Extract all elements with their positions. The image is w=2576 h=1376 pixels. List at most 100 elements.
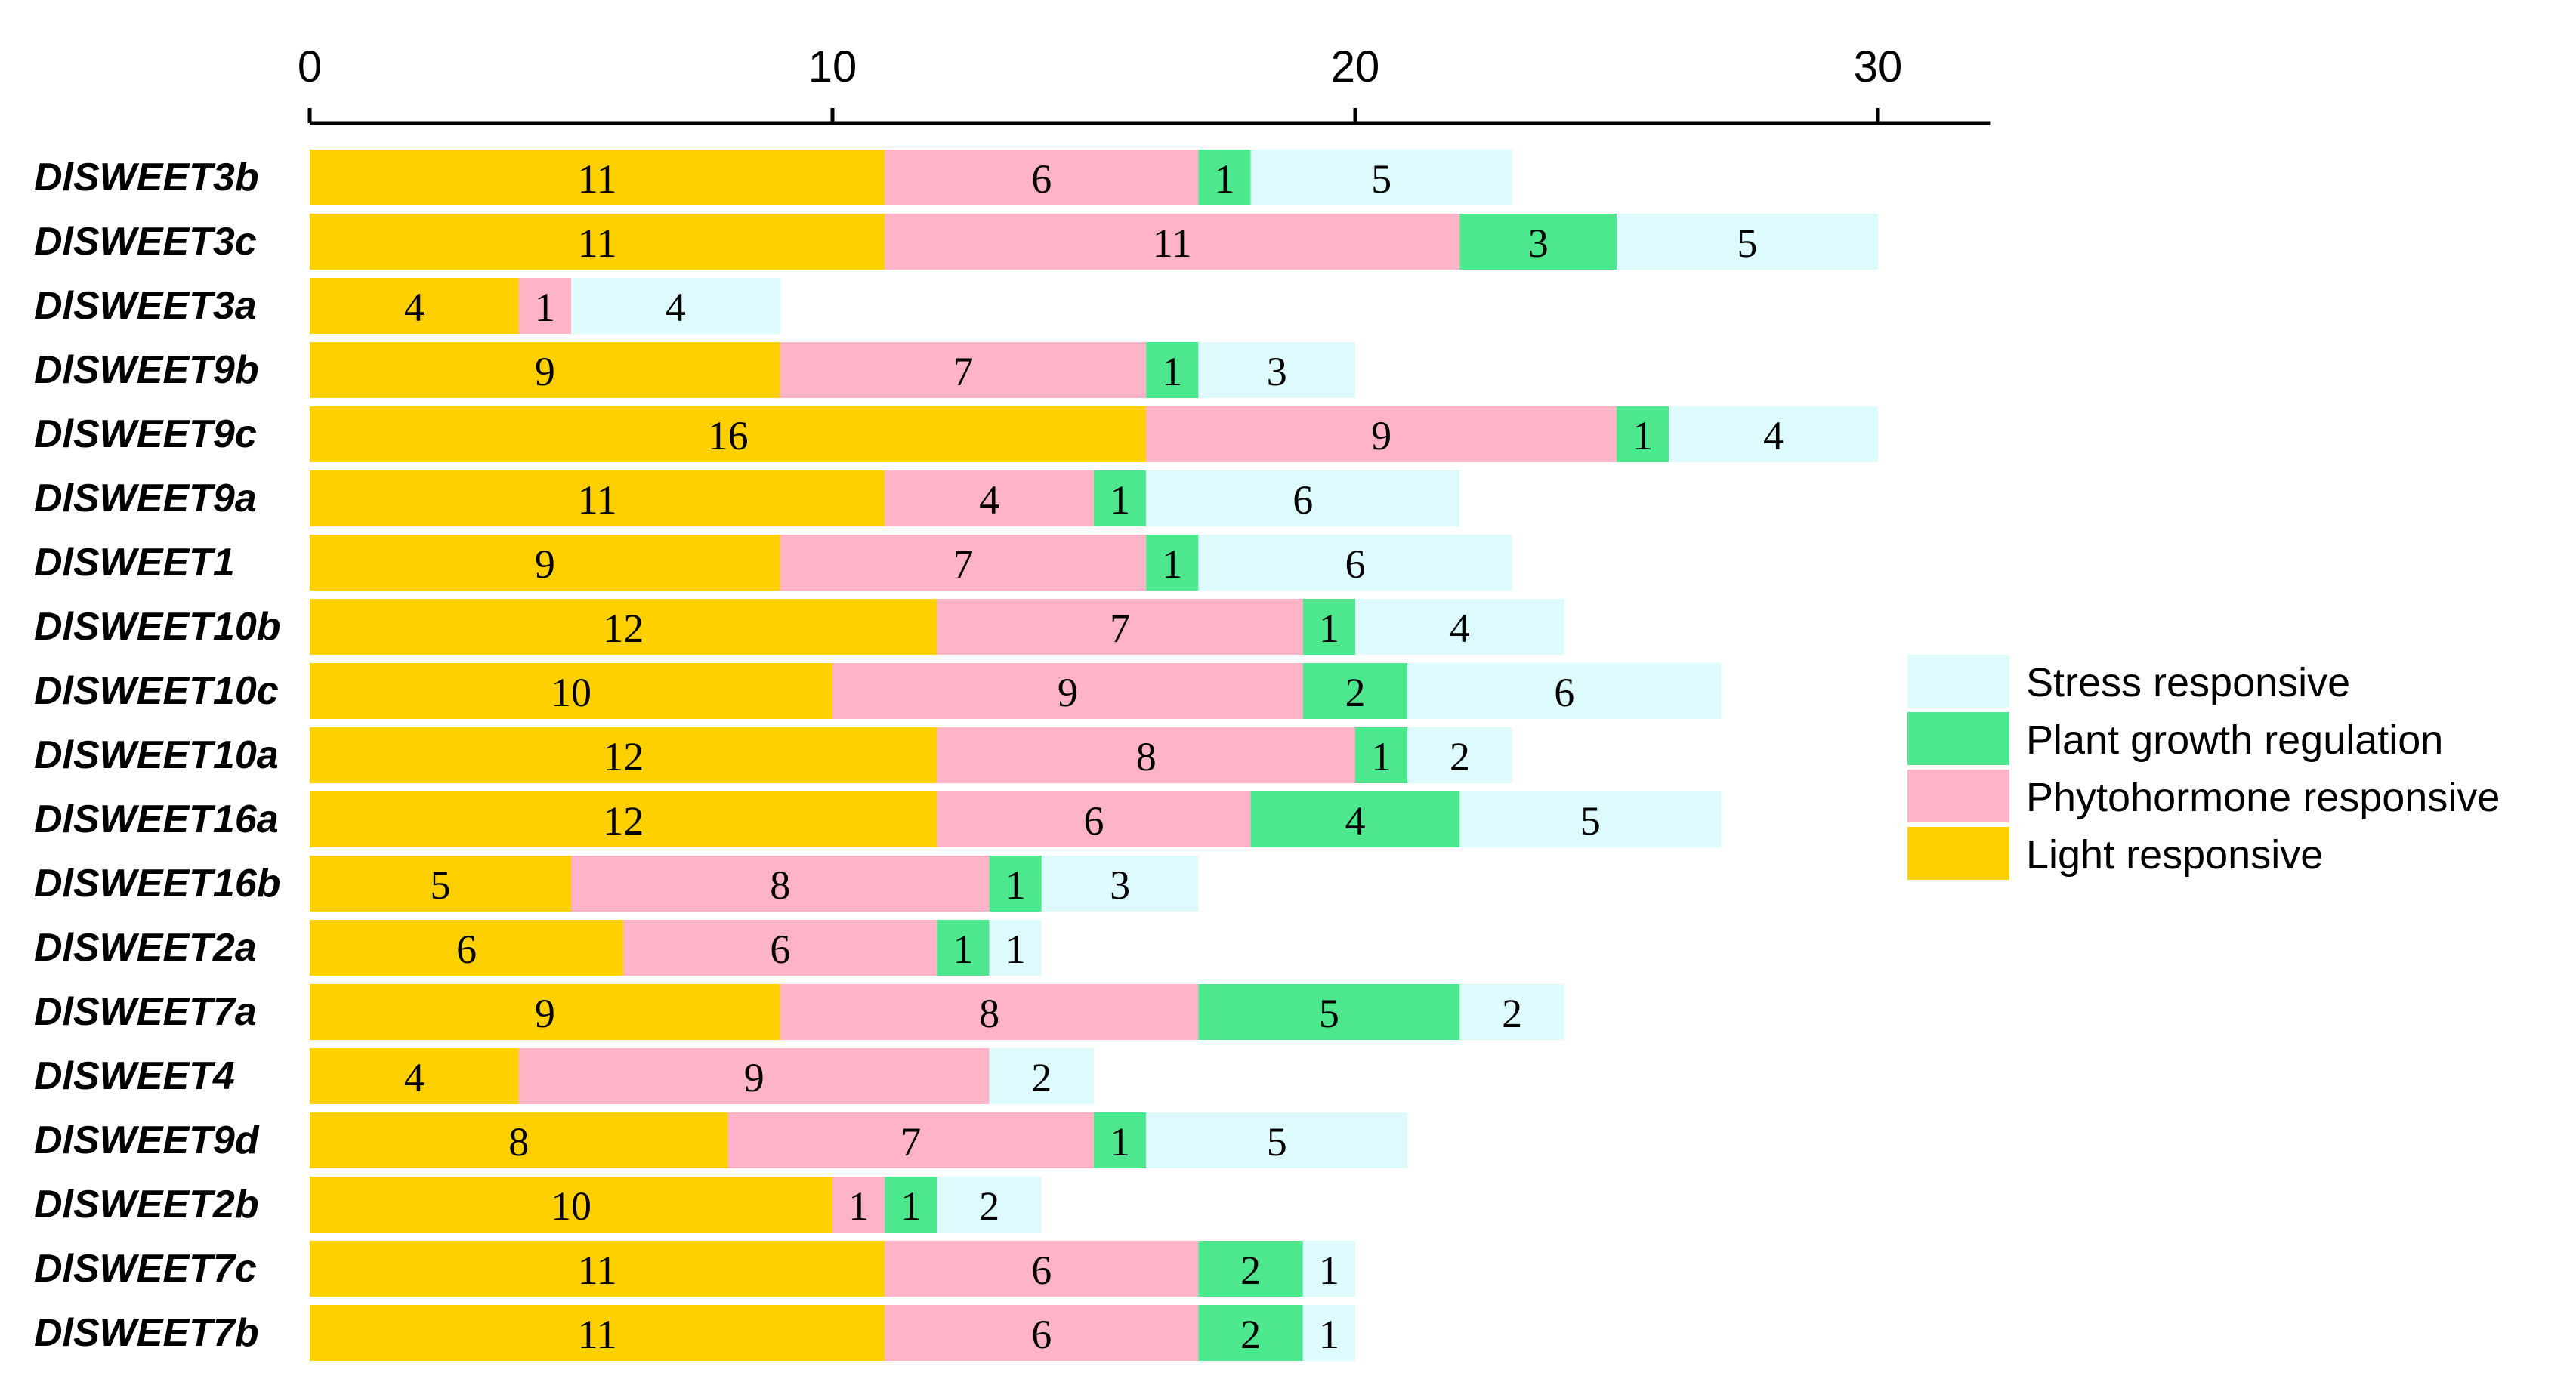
bar-segment (1198, 150, 1251, 205)
bar-segment (1146, 535, 1199, 591)
bar-segment (1198, 535, 1512, 591)
data-label: 2 (1240, 1248, 1261, 1293)
data-label: 11 (578, 477, 617, 523)
bar-segment (1302, 1305, 1355, 1361)
y-tick-label: DlSWEET2b (34, 1183, 259, 1226)
legend-swatch (1907, 827, 2009, 880)
data-label: 6 (1084, 798, 1104, 844)
legend-label: Phytohormone responsive (2026, 775, 2500, 820)
data-label: 2 (1031, 1055, 1052, 1100)
data-label: 1 (1319, 1248, 1339, 1293)
data-label: 6 (770, 927, 790, 972)
data-label: 7 (953, 349, 974, 394)
bar-segment (1355, 727, 1408, 783)
data-label: 9 (535, 349, 555, 394)
bar-segment (1669, 406, 1878, 462)
y-tick-label: DlSWEET3c (34, 220, 257, 264)
data-label: 7 (900, 1119, 921, 1165)
bar-segment (1094, 1112, 1147, 1168)
data-label: 2 (979, 1183, 999, 1229)
bar-segment (310, 406, 1147, 462)
data-label: 2 (1502, 991, 1522, 1036)
bar-segment (885, 1177, 937, 1233)
bar-area: 11 6 1 511 11 3 54 1 49 7 1 316 9 1 411 4 1 69 7 1 612 7 1 410 9… (310, 150, 1878, 1361)
bar-segment (310, 1241, 885, 1297)
bar-segment (780, 984, 1199, 1040)
y-tick-label: DlSWEET1 (34, 541, 235, 585)
bar-segment (310, 663, 832, 719)
bar-segment (1094, 470, 1147, 526)
y-tick-label: DlSWEET7c (34, 1247, 257, 1291)
y-tick-label: DlSWEET7a (34, 990, 257, 1034)
bar-segment (571, 278, 780, 334)
data-label: 10 (551, 670, 591, 715)
data-label: 12 (603, 734, 644, 779)
bar-segment (310, 727, 937, 783)
data-label: 6 (1031, 156, 1052, 202)
bar-segment (1146, 1112, 1408, 1168)
data-label: 9 (535, 991, 555, 1036)
bar-segment (310, 599, 937, 655)
bar-segment (518, 278, 571, 334)
data-label: 1 (1371, 734, 1391, 779)
bar-segment (310, 342, 780, 398)
data-label: 6 (1031, 1248, 1052, 1293)
data-label: 11 (1153, 221, 1192, 266)
bar-segment (310, 791, 937, 847)
bar-segment (1198, 1241, 1303, 1297)
legend-label: Light responsive (2026, 832, 2323, 878)
y-tick-label: DlSWEET10a (34, 733, 279, 777)
bar-segment (310, 1048, 519, 1104)
data-label: 9 (744, 1055, 764, 1100)
data-label: 9 (535, 541, 555, 587)
y-tick-label: DlSWEET9c (34, 412, 257, 456)
bar-segment (885, 150, 1199, 205)
data-label: 1 (535, 285, 555, 330)
data-label: 1 (1005, 927, 1026, 972)
bar-segment (780, 535, 1147, 591)
data-label: 1 (1319, 606, 1339, 651)
data-label: 4 (1345, 798, 1366, 844)
bar-segment (310, 984, 780, 1040)
bar-segment (1617, 214, 1878, 270)
data-label: 2 (1345, 670, 1366, 715)
bar-segment (1198, 1305, 1303, 1361)
data-label: 5 (1319, 991, 1339, 1036)
data-label: 1 (1162, 541, 1182, 587)
data-label: 5 (1580, 798, 1601, 844)
bar-segment (1250, 791, 1460, 847)
bar-segment (1617, 406, 1669, 462)
y-tick-label: DlSWEET9d (34, 1118, 260, 1162)
x-tick-label: 30 (1854, 42, 1903, 91)
data-label: 5 (1737, 221, 1758, 266)
data-label: 8 (1136, 734, 1157, 779)
data-label: 4 (404, 1055, 425, 1100)
data-label: 12 (603, 606, 644, 651)
bar-segment (989, 856, 1042, 912)
data-label: 4 (404, 285, 425, 330)
legend-swatch (1907, 655, 2009, 708)
bar-segment (1407, 727, 1512, 783)
bar-segment (989, 920, 1042, 976)
bar-segment (937, 1177, 1042, 1233)
bar-segment (310, 150, 885, 205)
bar-segment (1459, 791, 1722, 847)
data-label: 1 (900, 1183, 921, 1229)
data-label: 12 (603, 798, 644, 844)
data-label: 2 (1450, 734, 1470, 779)
bar-segment (1302, 599, 1355, 655)
data-label: 1 (1319, 1312, 1339, 1357)
bar-segment (1198, 342, 1355, 398)
y-tick-label: DlSWEET10c (34, 669, 279, 713)
bar-segment (780, 342, 1147, 398)
data-label: 7 (1110, 606, 1130, 651)
bar-segment (310, 214, 885, 270)
data-label: 1 (1110, 1119, 1130, 1165)
bar-segment (1198, 984, 1460, 1040)
bar-segment (623, 920, 937, 976)
bar-segment (1146, 470, 1460, 526)
bar-segment (885, 470, 1094, 526)
legend-swatch (1907, 770, 2009, 822)
bar-segment (310, 1112, 728, 1168)
